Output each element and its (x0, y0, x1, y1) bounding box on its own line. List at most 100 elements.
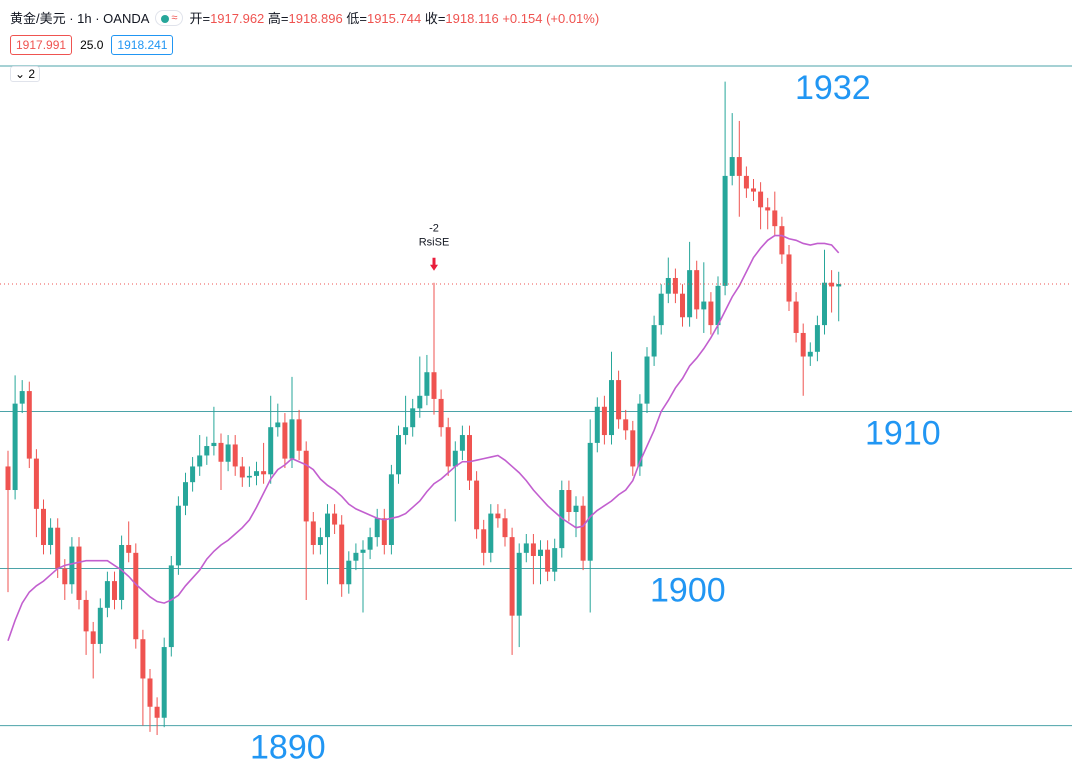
candle-body (474, 480, 480, 530)
candle-body (424, 372, 430, 396)
value: 1918.116 (445, 11, 499, 26)
indicator-toggle[interactable]: ⌄ 2 (10, 66, 41, 82)
candle-body (495, 513, 501, 519)
candle-body (459, 435, 465, 451)
level-label: 1932 (795, 69, 871, 107)
candle-body (722, 175, 728, 286)
candle-body (19, 391, 25, 404)
candle-body (112, 581, 117, 600)
candle-body (367, 537, 373, 550)
candle-body (126, 544, 132, 553)
candle-body (190, 466, 196, 483)
candle-body (374, 518, 380, 538)
candle-body (168, 565, 174, 648)
status[interactable]: ≈ (155, 9, 184, 26)
candle-body (488, 513, 494, 553)
candle-body (310, 521, 316, 545)
candle-body (751, 188, 756, 192)
candle-body (90, 631, 96, 644)
candle-body (601, 406, 607, 436)
candle-body (5, 466, 11, 491)
candle-body (76, 546, 82, 600)
candle-body (62, 568, 68, 585)
candle-body (743, 175, 749, 189)
bid[interactable]: 1917.991 (10, 35, 73, 55)
value: 1917.962 (210, 11, 265, 26)
candle-body (786, 254, 792, 302)
candle-body (594, 406, 600, 443)
candle-body (183, 482, 188, 506)
candle-body (630, 430, 636, 467)
candle-body (516, 552, 522, 616)
candle-body (381, 518, 387, 545)
candle-body (417, 395, 423, 409)
candle-body (289, 419, 295, 459)
candle-body (339, 524, 345, 585)
candle-body (232, 444, 238, 467)
candle-body (623, 419, 629, 431)
candle-body (332, 513, 338, 525)
candle-body (502, 518, 508, 538)
candle-body (12, 403, 18, 491)
candle-body (346, 560, 352, 585)
candle-body (41, 508, 46, 545)
candle-body (800, 332, 806, 357)
candle-body (708, 301, 714, 326)
candle-body (147, 678, 153, 707)
label: 开= (189, 11, 211, 26)
candle-body (197, 455, 203, 467)
candle-body (175, 505, 181, 566)
candle-body (481, 529, 487, 553)
candle-body (452, 450, 458, 467)
change: +0.154 (502, 11, 543, 26)
candle-body (275, 422, 281, 428)
level-label: 1910 (865, 414, 941, 452)
candle-body (388, 474, 394, 545)
candle-body (282, 422, 288, 459)
candle-body (218, 442, 224, 462)
candle-body (822, 282, 827, 326)
candle-body (736, 157, 742, 176)
candle-body (523, 543, 529, 553)
quote: 1917.991 25.0 1918.241 (10, 35, 174, 55)
candle-body (403, 427, 409, 436)
candle-body (765, 207, 771, 211)
candle-body (616, 380, 622, 420)
candle-body (814, 325, 820, 352)
candle-body (580, 505, 586, 561)
candle-body (687, 270, 693, 318)
candle-body (573, 505, 579, 513)
candle-body (97, 607, 103, 644)
candle-body (431, 372, 437, 399)
level-label: 1900 (650, 572, 726, 610)
candle-body (204, 446, 210, 456)
symbol[interactable]: 黄金/美元 · 1h · OANDA (10, 11, 150, 26)
candle-body (552, 548, 558, 572)
candle-body (261, 471, 267, 475)
candle-body (133, 552, 139, 640)
candle-body (140, 639, 146, 679)
candle-body (268, 427, 274, 475)
value: 1918.896 (288, 11, 343, 26)
change-pct: (+0.01%) (546, 11, 600, 26)
value: 1915.744 (366, 11, 422, 26)
candle-body (48, 527, 54, 545)
candle-body (161, 647, 167, 718)
signal-name: RsiSE (419, 237, 450, 249)
candle-body (829, 282, 835, 287)
signal-value: -2 (429, 223, 439, 235)
candle-body (772, 210, 778, 227)
candle-body (317, 537, 323, 545)
candle-body (360, 549, 366, 553)
moving-average (7, 234, 840, 642)
label: 收= (424, 11, 446, 26)
candle-body (680, 293, 685, 318)
ask[interactable]: 1918.241 (111, 35, 174, 55)
candle-body (701, 301, 707, 310)
candle-body (410, 408, 416, 428)
candle-body (467, 435, 472, 481)
candle-body (104, 581, 110, 608)
candle-body (651, 325, 657, 357)
label: 低= (346, 11, 367, 26)
